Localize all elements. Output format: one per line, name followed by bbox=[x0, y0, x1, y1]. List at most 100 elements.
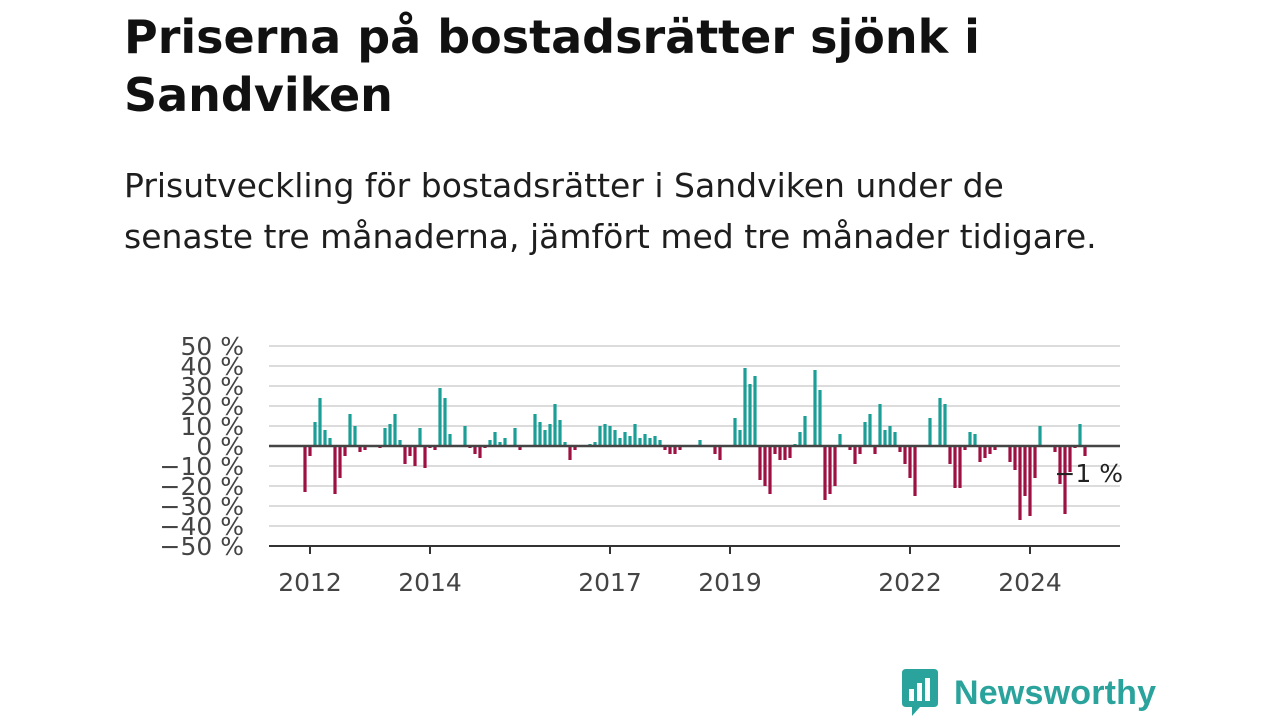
bar bbox=[343, 446, 347, 456]
bars bbox=[303, 368, 1087, 520]
bar bbox=[713, 446, 717, 454]
bar bbox=[963, 446, 967, 450]
bar bbox=[558, 420, 562, 446]
bar bbox=[498, 442, 502, 446]
bar bbox=[993, 446, 997, 450]
bar bbox=[623, 432, 627, 446]
y-tick-label: 10 % bbox=[180, 412, 244, 441]
bar bbox=[348, 414, 352, 446]
bar bbox=[493, 432, 497, 446]
bar bbox=[633, 424, 637, 446]
bar bbox=[393, 414, 397, 446]
bar bbox=[1018, 446, 1022, 520]
bar bbox=[928, 418, 932, 446]
bar bbox=[753, 376, 757, 446]
bar bbox=[718, 446, 722, 460]
y-tick-label: −10 % bbox=[160, 452, 244, 481]
chart-title: Priserna på bostadsrätter sjönk i Sandvi… bbox=[124, 10, 980, 122]
bar bbox=[973, 434, 977, 446]
bar bbox=[1023, 446, 1027, 496]
bar bbox=[743, 368, 747, 446]
bar bbox=[383, 428, 387, 446]
bar bbox=[653, 436, 657, 446]
bar bbox=[413, 446, 417, 466]
bar bbox=[988, 446, 992, 454]
bar bbox=[773, 446, 777, 454]
bar bbox=[778, 446, 782, 460]
bar bbox=[618, 438, 622, 446]
x-tick-label: 2019 bbox=[698, 568, 762, 597]
bar bbox=[1078, 424, 1082, 446]
bar bbox=[338, 446, 342, 478]
bar bbox=[613, 430, 617, 446]
bar bbox=[423, 446, 427, 468]
bar bbox=[938, 398, 942, 446]
bar bbox=[878, 404, 882, 446]
bar bbox=[673, 446, 677, 454]
bar bbox=[603, 424, 607, 446]
bar bbox=[448, 434, 452, 446]
bar bbox=[968, 432, 972, 446]
y-axis-ticks: 50 %40 %30 %20 %10 %0 %−10 %−20 %−30 %−4… bbox=[160, 332, 244, 561]
bar bbox=[608, 426, 612, 446]
bar bbox=[668, 446, 672, 454]
bar bbox=[648, 438, 652, 446]
bar bbox=[698, 440, 702, 446]
bar bbox=[858, 446, 862, 454]
bar bbox=[503, 438, 507, 446]
bar bbox=[813, 370, 817, 446]
bar bbox=[1083, 446, 1087, 456]
brand-name: Newsworthy bbox=[954, 673, 1157, 712]
bar bbox=[323, 430, 327, 446]
bar bbox=[788, 446, 792, 458]
bar bbox=[838, 434, 842, 446]
bar bbox=[1013, 446, 1017, 470]
bar bbox=[663, 446, 667, 450]
x-axis-ticks: 2012 2014 2017 2019 2022 2024 bbox=[278, 546, 1062, 597]
bar bbox=[783, 446, 787, 460]
y-tick-label: −40 % bbox=[160, 512, 244, 541]
bar bbox=[533, 414, 537, 446]
bar bbox=[658, 440, 662, 446]
bar bbox=[568, 446, 572, 460]
bar bbox=[1008, 446, 1012, 462]
bar bbox=[1068, 446, 1072, 472]
chart-subtitle: Prisutveckling för bostadsrätter i Sandv… bbox=[124, 166, 1097, 256]
bar bbox=[748, 384, 752, 446]
bar-chart: 50 %40 %30 %20 %10 %0 %−10 %−20 %−30 %−4… bbox=[160, 332, 1123, 597]
brand-logo: Newsworthy bbox=[900, 668, 1156, 718]
bar bbox=[488, 440, 492, 446]
bar bbox=[388, 424, 392, 446]
bar bbox=[848, 446, 852, 450]
y-tick-label: 0 % bbox=[196, 432, 244, 461]
bar bbox=[353, 426, 357, 446]
y-tick-label: 30 % bbox=[180, 372, 244, 401]
bar bbox=[948, 446, 952, 464]
y-tick-label: 20 % bbox=[180, 392, 244, 421]
bar bbox=[943, 404, 947, 446]
bar bbox=[953, 446, 957, 488]
bar bbox=[768, 446, 772, 494]
x-tick-label: 2012 bbox=[278, 568, 342, 597]
bar bbox=[333, 446, 337, 494]
y-tick-label: −20 % bbox=[160, 472, 244, 501]
bar bbox=[643, 434, 647, 446]
bar bbox=[443, 398, 447, 446]
bar bbox=[1038, 426, 1042, 446]
newsworthy-logo-icon bbox=[902, 669, 938, 716]
bar bbox=[628, 436, 632, 446]
y-tick-label: 50 % bbox=[180, 332, 244, 361]
bar bbox=[1058, 446, 1062, 484]
bar bbox=[358, 446, 362, 452]
bar bbox=[823, 446, 827, 500]
bar bbox=[828, 446, 832, 494]
bar bbox=[328, 438, 332, 446]
bar bbox=[763, 446, 767, 486]
bar bbox=[853, 446, 857, 464]
bar bbox=[908, 446, 912, 478]
bar bbox=[738, 430, 742, 446]
bar bbox=[303, 446, 307, 492]
bar bbox=[553, 404, 557, 446]
bar bbox=[363, 446, 367, 450]
bar bbox=[408, 446, 412, 456]
